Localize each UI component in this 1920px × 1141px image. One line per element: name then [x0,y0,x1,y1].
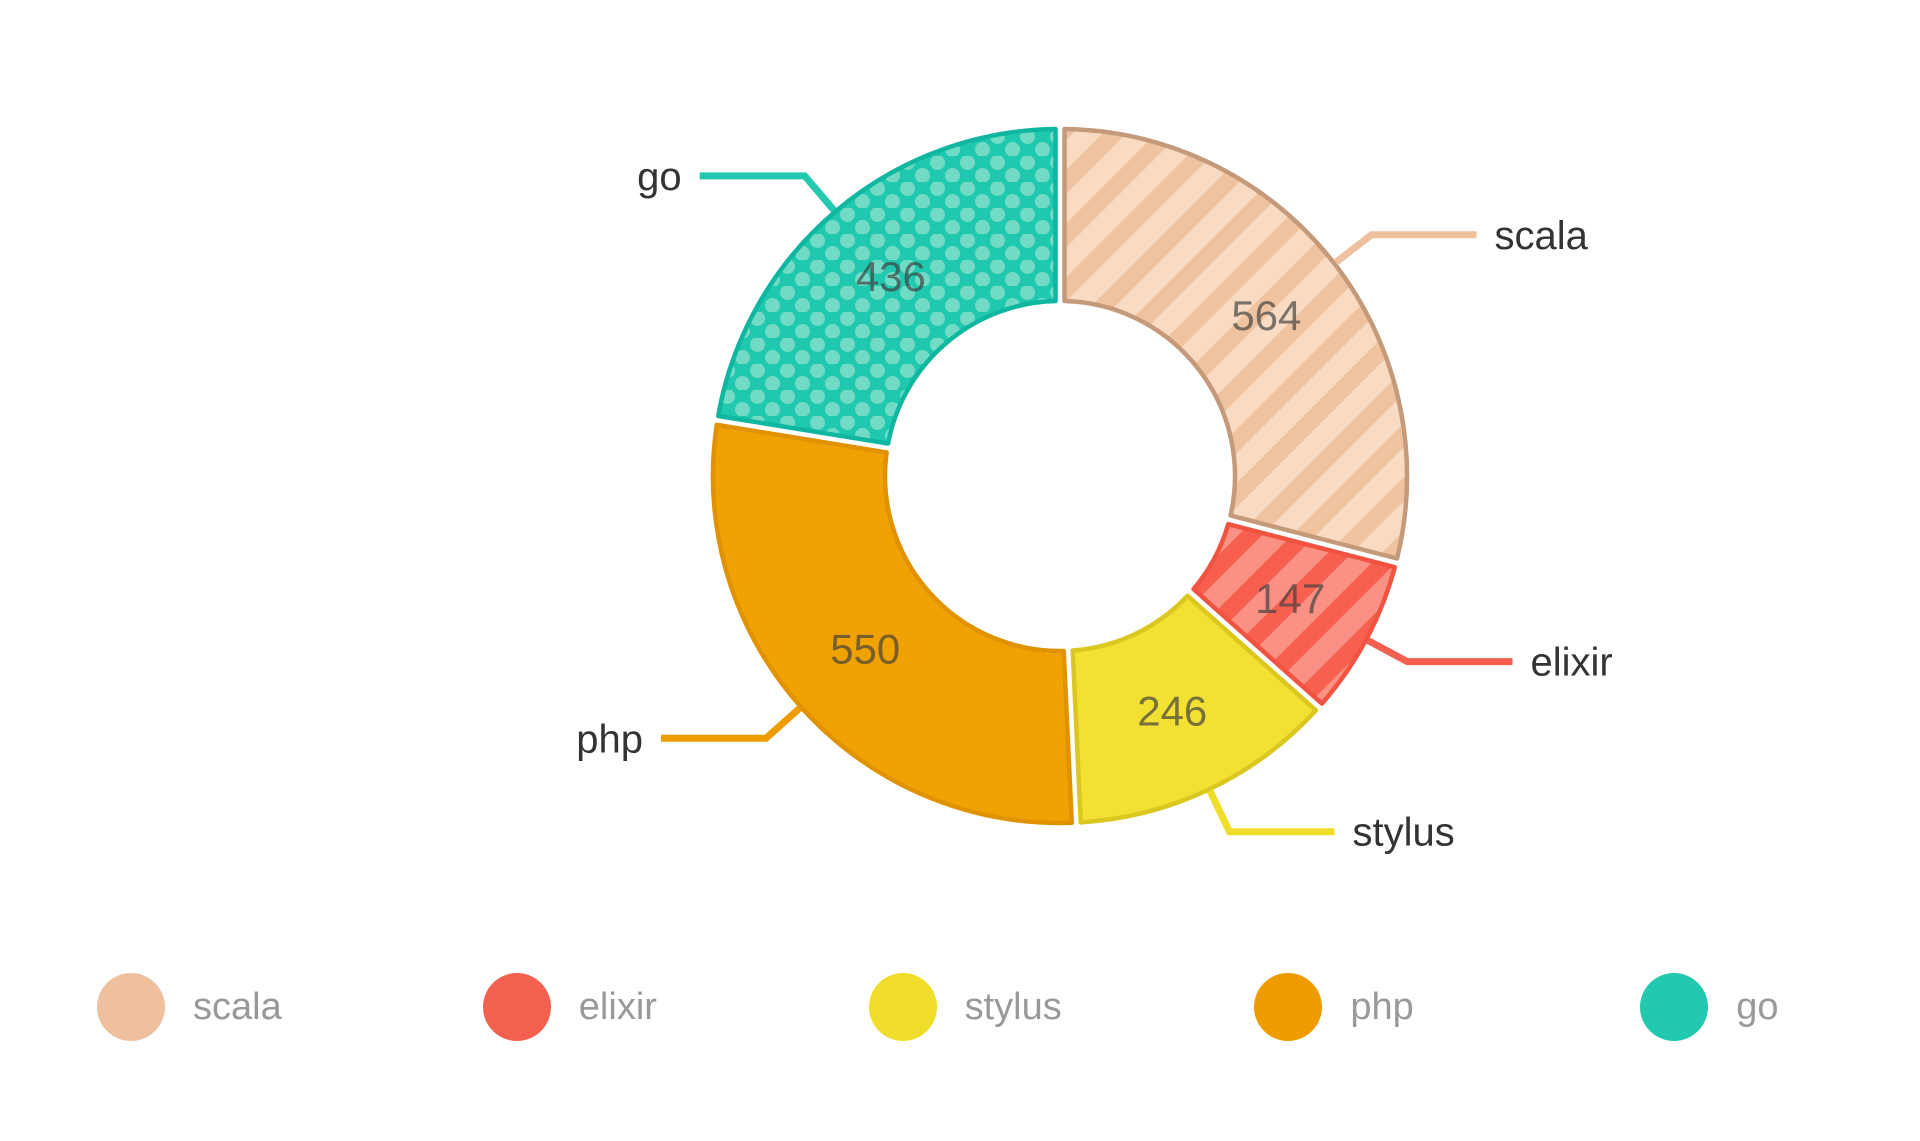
slice-callouts: scala elixir stylus php go [576,155,1613,855]
legend-item-elixir[interactable]: elixir [482,972,657,1042]
legend-item-php[interactable]: php [1254,972,1414,1042]
callout-line-scala [1333,231,1477,266]
legend-label-go: go [1736,986,1779,1028]
slice-value-stylus: 246 [1137,688,1207,735]
slice-value-elixir: 147 [1255,575,1325,622]
slice-value-scala: 564 [1231,292,1301,339]
callout-label-elixir: elixir [1531,641,1613,685]
callout-label-go: go [637,155,682,199]
slice-elixir[interactable] [1191,521,1398,706]
legend-dot-stylus [868,973,937,1041]
donut-slices [710,126,1410,826]
legend-label-php: php [1350,986,1414,1028]
legend-item-scala[interactable]: scala [97,972,282,1042]
slice-value-go: 436 [856,253,926,300]
slice-stylus[interactable] [1070,593,1319,825]
callout-line-go [699,172,837,213]
slice-go[interactable] [715,126,1058,446]
slice-value-labels: 564 147 246 550 436 [830,253,1325,734]
legend-dot-go [1640,973,1709,1041]
callout-line-stylus [1206,789,1335,836]
slice-scala[interactable] [1062,126,1410,561]
callout-line-php [660,705,802,742]
slice-value-php: 550 [830,626,900,673]
legend-dot-php [1254,973,1323,1041]
callout-label-php: php [576,717,643,761]
legend-item-go[interactable]: go [1640,972,1778,1042]
callout-label-scala: scala [1495,214,1589,258]
slice-php[interactable] [710,422,1075,826]
callout-line-elixir [1366,637,1513,666]
callout-label-stylus: stylus [1352,811,1454,855]
legend-dot-elixir [482,973,551,1041]
legend-dot-scala [97,973,165,1041]
legend-item-stylus[interactable]: stylus [868,972,1062,1042]
legend-label-scala: scala [193,986,282,1028]
legend-label-stylus: stylus [964,986,1062,1028]
legend-label-elixir: elixir [578,986,657,1028]
